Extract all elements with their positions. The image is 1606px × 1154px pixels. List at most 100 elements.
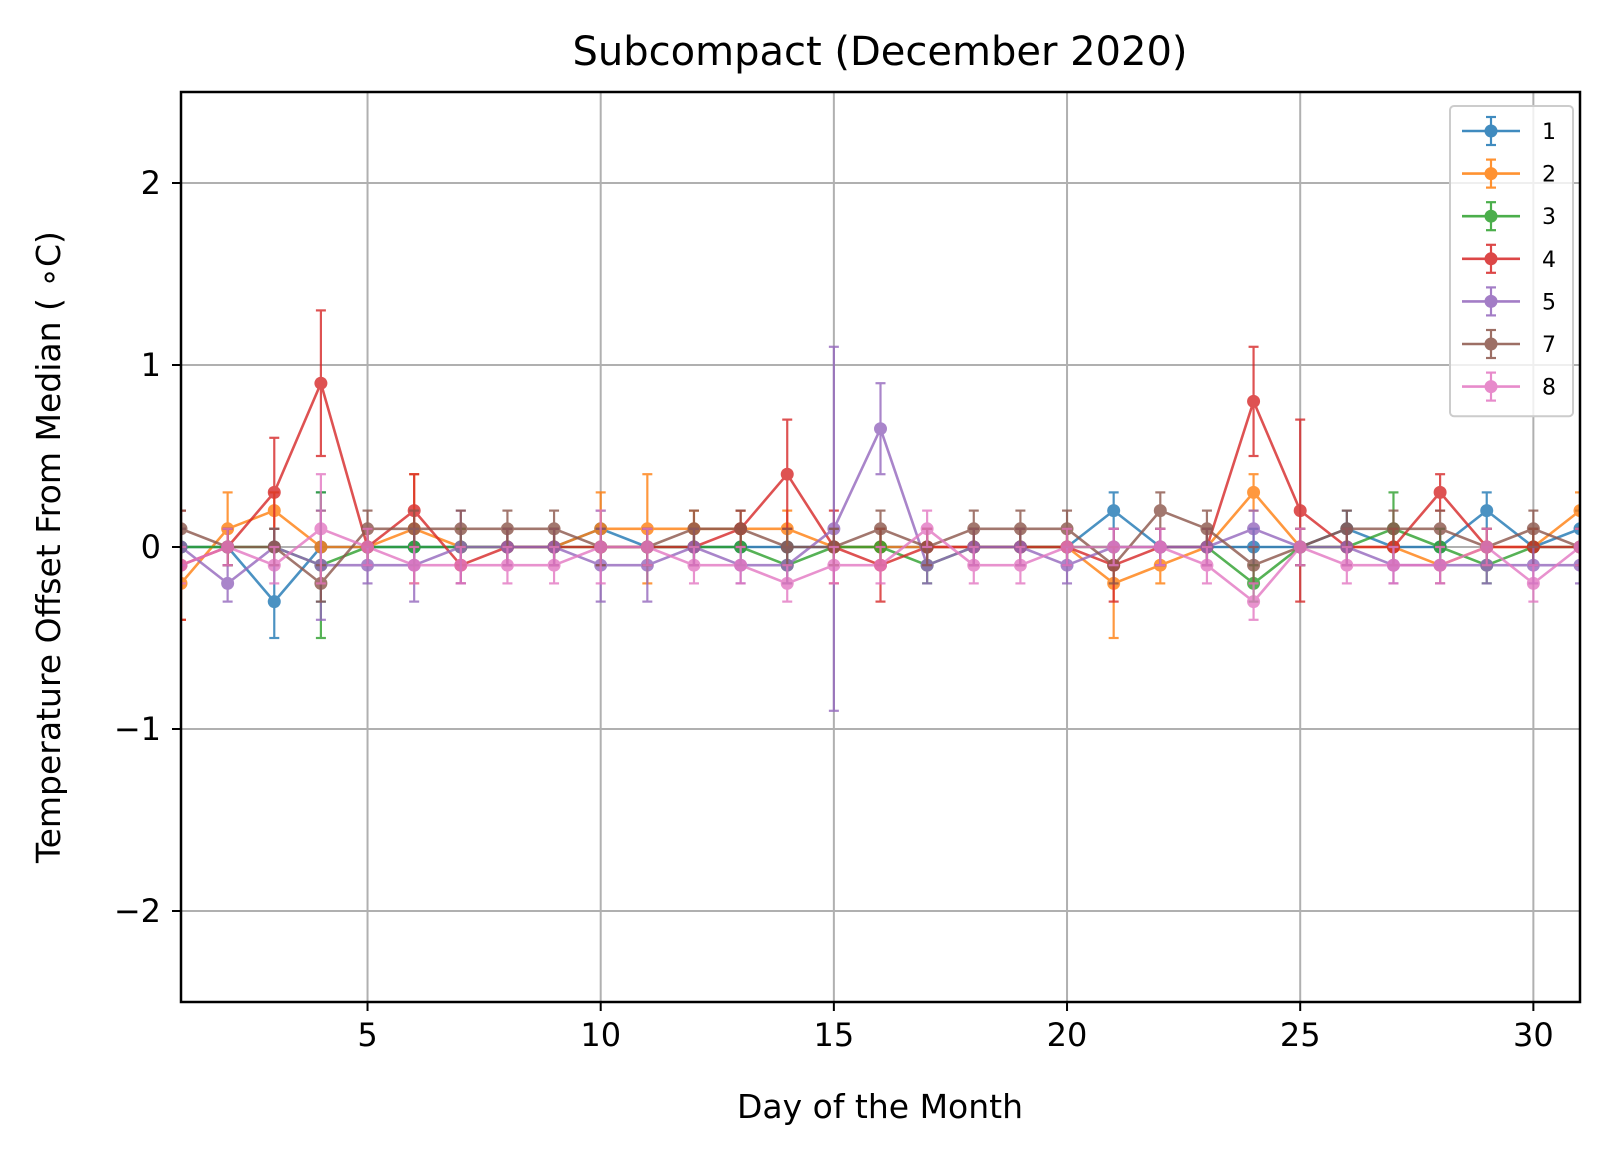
data-point [1480, 540, 1494, 554]
x-tick-label: 15 [814, 1016, 855, 1054]
data-point [594, 540, 608, 554]
chart-title: Subcompact (December 2020) [573, 29, 1188, 75]
legend-label: 4 [1542, 248, 1556, 273]
legend-marker [1484, 252, 1498, 266]
legend-label: 5 [1542, 290, 1556, 315]
data-point [314, 376, 328, 390]
data-point [500, 558, 514, 572]
data-point [1433, 485, 1447, 499]
data-point [1153, 540, 1167, 554]
data-point [780, 467, 794, 481]
data-point [547, 522, 561, 536]
legend-item-1 [1462, 115, 1520, 147]
data-point [920, 522, 934, 536]
data-point [780, 576, 794, 590]
y-tick-label: −2 [114, 892, 161, 930]
data-point [734, 558, 748, 572]
x-tick-label: 25 [1280, 1016, 1321, 1054]
x-tick-label: 20 [1047, 1016, 1088, 1054]
data-point [1293, 540, 1307, 554]
data-point [267, 558, 281, 572]
data-point [314, 522, 328, 536]
data-point [827, 558, 841, 572]
data-point [1480, 504, 1494, 518]
data-point [1340, 558, 1354, 572]
legend-marker [1484, 209, 1498, 223]
data-point [407, 522, 421, 536]
legend-marker [1484, 380, 1498, 394]
y-axis-label: Temperature Offset From Median ( ∘C) [29, 231, 68, 864]
legend-label: 7 [1542, 333, 1556, 358]
data-point [1247, 485, 1261, 499]
data-point [1340, 522, 1354, 536]
data-point [221, 540, 235, 554]
data-point [500, 522, 514, 536]
y-tick-label: −1 [114, 710, 161, 748]
data-point [780, 540, 794, 554]
data-point [1573, 504, 1580, 518]
legend: 1 2 3 4 5 7 8 [1449, 105, 1574, 418]
data-point [1526, 576, 1540, 590]
legend-marker [1484, 294, 1498, 308]
legend-label: 3 [1542, 205, 1556, 230]
x-tick-label: 30 [1513, 1016, 1554, 1054]
legend-item-3 [1462, 201, 1520, 232]
legend-marker [1484, 167, 1498, 181]
legend-item-2 [1462, 158, 1520, 189]
data-point [1107, 540, 1121, 554]
data-point [687, 522, 701, 536]
data-point [734, 522, 748, 536]
data-point [1247, 522, 1261, 536]
data-point [1293, 504, 1307, 518]
data-point [687, 558, 701, 572]
data-point [547, 558, 561, 572]
data-point [1013, 558, 1027, 572]
y-tick-label: 0 [141, 528, 161, 566]
data-point [1153, 504, 1167, 518]
data-point [181, 558, 188, 572]
data-point [361, 540, 375, 554]
data-point [1247, 595, 1261, 609]
data-point [1247, 558, 1261, 572]
legend-box [1449, 105, 1574, 418]
data-point [1013, 522, 1027, 536]
data-point [1200, 558, 1214, 572]
data-point [1386, 558, 1400, 572]
data-point [454, 558, 468, 572]
data-point [1200, 522, 1214, 536]
data-point [640, 540, 654, 554]
x-tick-label: 10 [580, 1016, 621, 1054]
data-point [1060, 540, 1074, 554]
data-point [454, 522, 468, 536]
data-point [221, 576, 235, 590]
data-point [967, 522, 981, 536]
legend-item-8 [1462, 371, 1520, 402]
series-8 [181, 473, 1580, 621]
y-tick-label: 2 [141, 164, 161, 202]
data-point [1107, 504, 1121, 518]
data-point [407, 558, 421, 572]
data-point [874, 558, 887, 572]
legend-item-7 [1462, 328, 1520, 360]
series-layer [181, 309, 1580, 712]
legend-item-5 [1462, 286, 1520, 317]
legend-label: 8 [1542, 376, 1556, 401]
data-point [967, 558, 981, 572]
x-tick-label: 5 [357, 1016, 377, 1054]
legend-label: 1 [1542, 120, 1556, 145]
legend-marker [1484, 124, 1498, 138]
data-point [267, 485, 281, 499]
legend-item-4 [1462, 243, 1520, 274]
legend-marker [1484, 337, 1498, 351]
data-point [1573, 540, 1580, 554]
x-axis-label: Day of the Month [737, 1087, 1023, 1126]
data-point [1526, 522, 1540, 536]
data-point [267, 595, 281, 609]
data-point [1386, 522, 1400, 536]
data-point [874, 522, 887, 536]
data-point [1247, 394, 1261, 408]
legend-label: 2 [1542, 163, 1556, 188]
data-point [1433, 522, 1447, 536]
